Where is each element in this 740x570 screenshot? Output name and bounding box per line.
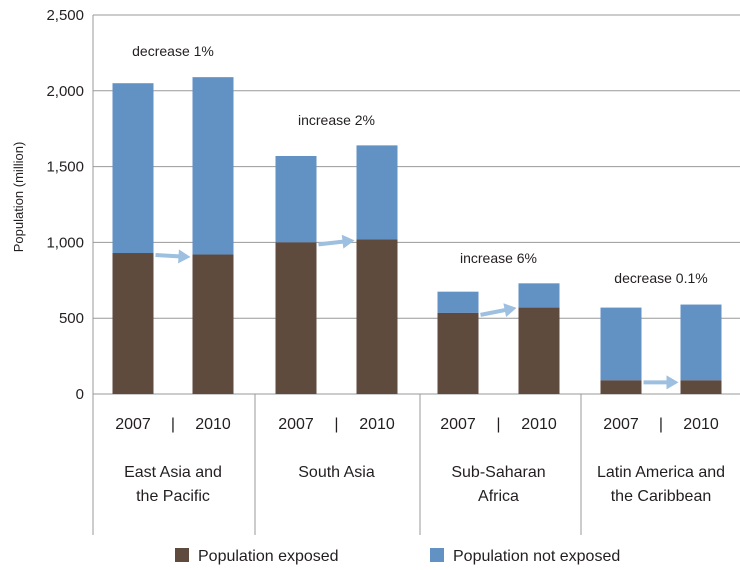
year-label: 2010	[195, 416, 231, 433]
y-tick-label: 500	[59, 310, 84, 327]
year-label: 2007	[440, 416, 476, 433]
change-arrow-head	[341, 234, 355, 249]
legend-swatch	[430, 548, 444, 562]
year-label: 2007	[603, 416, 639, 433]
group-label: East Asia and	[124, 464, 222, 481]
year-label: 2010	[521, 416, 557, 433]
change-annotation: decrease 1%	[132, 43, 214, 59]
bar-not-exposed	[437, 291, 479, 313]
legend-swatch	[175, 548, 189, 562]
group-label: Latin America and	[597, 464, 725, 481]
year-label: 2010	[359, 416, 395, 433]
group-label: Sub-Saharan	[451, 464, 545, 481]
year-label: 2010	[683, 416, 719, 433]
group-label: the Pacific	[136, 488, 210, 505]
bar-exposed	[356, 239, 398, 394]
year-label: 2007	[115, 416, 151, 433]
y-tick-label: 1,000	[46, 234, 84, 251]
change-arrow-head	[503, 303, 517, 318]
group-label: South Asia	[298, 464, 375, 481]
change-arrow-shaft	[480, 307, 508, 317]
bar-exposed	[275, 242, 317, 394]
bar-not-exposed	[112, 83, 154, 254]
bar-not-exposed	[356, 145, 398, 240]
bar-exposed	[192, 254, 234, 394]
year-separator: |	[659, 416, 663, 433]
y-tick-label: 2,500	[46, 7, 84, 24]
year-label: 2007	[278, 416, 314, 433]
year-separator: |	[171, 416, 175, 433]
change-arrow-shaft	[318, 239, 346, 247]
change-annotation: increase 6%	[460, 250, 537, 266]
y-tick-label: 1,500	[46, 159, 84, 176]
y-tick-label: 0	[76, 386, 84, 403]
bar-exposed	[680, 380, 722, 394]
bar-exposed	[437, 312, 479, 394]
change-arrow-head	[666, 375, 679, 390]
change-arrow-head	[178, 249, 191, 264]
legend-label: Population not exposed	[453, 548, 620, 565]
bar-exposed	[112, 253, 154, 394]
year-separator: |	[334, 416, 338, 433]
legend-label: Population exposed	[198, 548, 339, 565]
change-arrow-shaft	[155, 253, 182, 259]
bar-not-exposed	[600, 307, 642, 381]
y-axis-label: Population (million)	[11, 142, 26, 253]
change-annotation: decrease 0.1%	[614, 270, 707, 286]
year-separator: |	[496, 416, 500, 433]
bar-not-exposed	[680, 304, 722, 381]
group-label: Africa	[478, 488, 519, 505]
bar-not-exposed	[192, 77, 234, 255]
bar-not-exposed	[518, 283, 560, 308]
change-annotation: increase 2%	[298, 112, 375, 128]
group-label: the Caribbean	[611, 488, 712, 505]
bar-exposed	[518, 307, 560, 394]
bar-not-exposed	[275, 155, 317, 243]
y-tick-label: 2,000	[46, 83, 84, 100]
bar-exposed	[600, 380, 642, 394]
